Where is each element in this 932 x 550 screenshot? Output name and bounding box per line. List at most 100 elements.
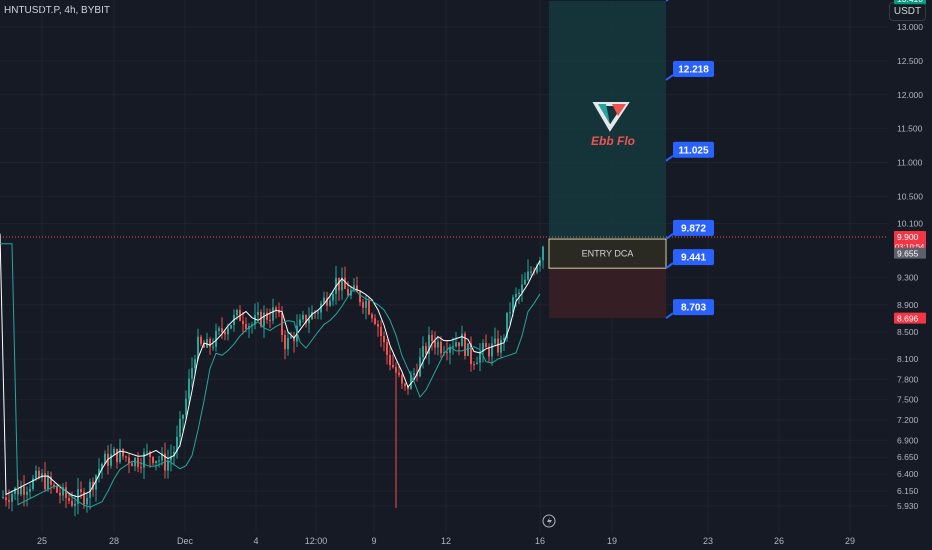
candle: [113, 448, 115, 455]
candle: [290, 336, 292, 339]
candle: [305, 315, 307, 324]
candle: [482, 343, 484, 352]
candle: [263, 312, 265, 327]
time-tick-label: 29: [845, 536, 855, 546]
candle: [440, 341, 442, 354]
candle: [488, 347, 490, 357]
target-label: 11.025: [678, 145, 708, 156]
candle: [320, 303, 322, 313]
candle: [398, 372, 400, 375]
candle: [518, 292, 520, 295]
candle: [308, 319, 310, 324]
candle: [20, 486, 22, 495]
candle: [11, 493, 13, 502]
candle: [509, 312, 511, 314]
candle: [284, 334, 286, 350]
candle: [494, 338, 496, 344]
target-pointer: [665, 262, 674, 269]
candle: [470, 343, 472, 365]
time-tick-label: 19: [607, 536, 617, 546]
candle: [389, 354, 391, 365]
candle: [194, 359, 196, 369]
fast-ma-line: [0, 233, 541, 498]
price-tick-label: 8.500: [897, 327, 919, 337]
candle: [215, 330, 217, 347]
candle: [143, 452, 145, 468]
candle: [116, 448, 118, 463]
candle: [101, 463, 103, 469]
candle: [437, 341, 439, 348]
candle: [347, 288, 349, 296]
candle: [221, 328, 223, 333]
target-pointer: [665, 154, 674, 162]
candle: [86, 497, 88, 505]
countdown-label: 03:10:54: [895, 242, 924, 251]
candle: [218, 328, 220, 331]
candle: [449, 347, 451, 353]
candle: [536, 265, 538, 273]
entry-zone: [548, 238, 667, 269]
candle: [299, 319, 301, 326]
candle: [302, 315, 304, 320]
candle: [50, 476, 52, 485]
candle: [446, 352, 448, 354]
candle: [122, 448, 124, 457]
price-marker: [894, 231, 926, 252]
candle: [500, 339, 502, 353]
candle: [179, 418, 181, 437]
price-marker: [894, 312, 926, 324]
target-label: 9.441: [681, 253, 706, 264]
time-tick-label: 16: [535, 536, 545, 546]
candle: [161, 453, 163, 461]
grid: [0, 0, 888, 532]
candle: [341, 277, 343, 291]
target-label: 9.872: [681, 223, 706, 234]
candle: [365, 300, 367, 308]
trade-zones: ENTRY DCA: [0, 0, 888, 319]
price-tick-label: 10.500: [897, 191, 923, 201]
target-label-box: [673, 219, 714, 236]
candle: [383, 336, 385, 343]
candle: [485, 343, 487, 348]
price-tick-label: 12.500: [897, 56, 923, 66]
candle: [479, 351, 481, 363]
candle: [149, 451, 151, 457]
candle: [206, 339, 208, 348]
candle: [2, 497, 4, 499]
target-label-box: [673, 249, 714, 266]
ebbnflo-logo: Ebb Flo: [591, 102, 635, 148]
candle: [332, 293, 334, 301]
candle: [461, 333, 463, 347]
price-tick-label: 12.000: [897, 90, 923, 100]
candle: [224, 332, 226, 335]
candle: [431, 335, 433, 341]
candle: [131, 463, 133, 467]
candle: [326, 297, 328, 306]
time-tick-label: 12: [441, 536, 451, 546]
candle: [272, 307, 274, 321]
price-marker-label: 9.900: [897, 232, 919, 242]
symbol-title: HNTUSDT.P, 4h, BYBIT: [4, 5, 110, 16]
candle: [293, 336, 295, 342]
price-marker-label: 13.410: [897, 0, 923, 4]
candle: [371, 314, 373, 319]
candle: [281, 312, 283, 335]
candle: [44, 473, 46, 490]
price-marker: [894, 0, 926, 5]
candle: [323, 297, 325, 304]
candle: [188, 378, 190, 399]
candle: [53, 484, 55, 487]
target-pointer: [665, 233, 674, 240]
target-pointer: [665, 312, 674, 319]
candle: [209, 339, 211, 347]
candle: [158, 460, 160, 462]
candle: [368, 300, 370, 315]
candle: [458, 342, 460, 347]
time-tick-label: 4: [253, 536, 258, 546]
candle: [380, 326, 382, 337]
candle: [227, 328, 229, 335]
candle: [176, 436, 178, 453]
candle: [62, 487, 64, 496]
candle: [443, 352, 445, 354]
